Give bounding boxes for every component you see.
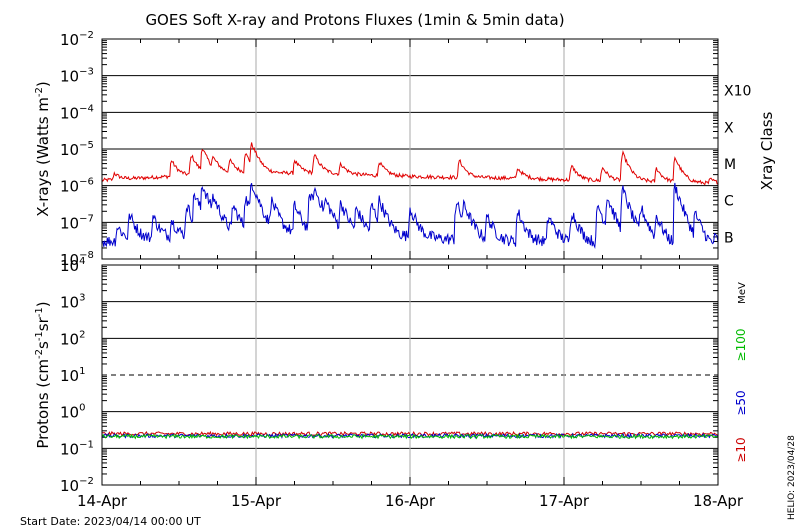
- xray-series: [101, 142, 719, 250]
- x-tick-labels: 14-Apr 15-Apr 16-Apr 17-Apr 18-Apr: [77, 492, 744, 510]
- xray-panel: 10−8 10−7 10−6 10−5 10−4 10−3 10−2 B C M X X10 X-r…: [34, 30, 776, 269]
- proton-ylabel-sup2: -1: [34, 331, 45, 341]
- proton-ylabel-sup1: -2: [34, 349, 45, 359]
- energy-unit-label: MeV: [737, 282, 748, 304]
- proton-series: [101, 430, 719, 440]
- class-label: B: [724, 230, 734, 246]
- x-tick-label: 16-Apr: [385, 492, 436, 510]
- x-tick-label: 17-Apr: [539, 492, 590, 510]
- xray-ylabel-sup: -2: [34, 87, 45, 97]
- xray-ylabel-end: ): [34, 81, 52, 87]
- x-tick-label: 18-Apr: [693, 492, 744, 510]
- proton-ylabel-end: ): [34, 301, 52, 307]
- xray-y-axis-label: X-rays (Watts m-2): [34, 81, 52, 216]
- proton-series-p100: [101, 433, 719, 440]
- class-label: X: [724, 120, 734, 136]
- x-tick-label: 15-Apr: [231, 492, 282, 510]
- xray-long-series: [101, 142, 719, 186]
- class-label: M: [724, 157, 736, 173]
- y-tick-label: 10−3: [60, 67, 94, 86]
- xray-class-labels: B C M X X10: [724, 84, 751, 247]
- proton-frame: [101, 264, 719, 486]
- proton-ylabel-c: sr: [34, 316, 52, 331]
- class-label: X10: [724, 84, 751, 100]
- energy-label: ≥100: [734, 329, 748, 362]
- proton-ylabel-sup3: -1: [34, 307, 45, 317]
- y-tick-label: 10−1: [60, 439, 94, 458]
- helio-date: HELIO: 2023/04/28: [787, 435, 797, 520]
- y-tick-label: 10−4: [60, 103, 94, 122]
- x-tick-label: 14-Apr: [77, 492, 128, 510]
- proton-ylabel-a: Protons (cm: [34, 359, 52, 449]
- proton-y-axis-label: Protons (cm-2s-1sr-1): [34, 301, 52, 448]
- xray-ytick-labels: 10−8 10−7 10−6 10−5 10−4 10−3 10−2: [60, 30, 94, 269]
- energy-label: ≥10: [734, 437, 748, 462]
- y-tick-label: 10−2: [60, 476, 94, 495]
- y-tick-label: 10−5: [60, 140, 94, 159]
- chart-title: GOES Soft X-ray and Protons Fluxes (1min…: [145, 11, 564, 29]
- y-tick-label: 10−7: [60, 213, 94, 232]
- energy-labels: ≥100 ≥50 ≥10: [734, 329, 748, 463]
- y-tick-label: 10−6: [60, 177, 94, 196]
- y-tick-label: 101: [60, 366, 85, 385]
- energy-label: ≥50: [734, 390, 748, 415]
- xray-frame: [101, 38, 719, 260]
- y-tick-label: 10−2: [60, 30, 94, 49]
- y-tick-label: 104: [60, 256, 85, 275]
- y-tick-label: 100: [60, 403, 85, 422]
- proton-ylabel-b: s: [34, 341, 52, 349]
- xray-short-series: [101, 182, 719, 250]
- xray-class-axis-label: Xray Class: [758, 111, 776, 190]
- proton-ytick-labels: 10−2 10−1 100 101 102 103 104: [60, 256, 94, 495]
- y-tick-label: 10−8: [60, 250, 94, 269]
- start-date: Start Date: 2023/04/14 00:00 UT: [20, 515, 201, 528]
- xray-ylabel-text: X-rays (Watts m: [34, 97, 52, 217]
- y-tick-label: 102: [60, 329, 85, 348]
- class-label: C: [724, 194, 734, 210]
- y-tick-label: 103: [60, 293, 85, 312]
